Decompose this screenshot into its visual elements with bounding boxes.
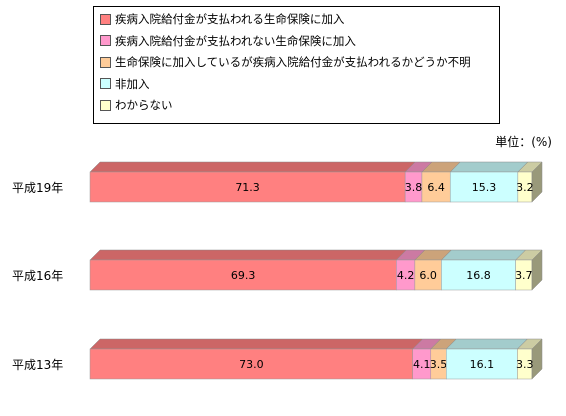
bar-side-face [531,161,543,203]
bar-top-face [89,161,416,173]
data-label: 3.7 [515,269,533,282]
chart-legend: 疾病入院給付金が支払われる生命保険に加入 疾病入院給付金が支払われない生命保険に加… [93,6,500,124]
legend-item: 生命保険に加入しているが疾病入院給付金が支払われるかどうか不明 [100,54,471,70]
bar-segment [89,348,413,380]
bar-segment [449,171,519,203]
legend-label: 疾病入院給付金が支払われる生命保険に加入 [115,12,345,26]
bar-segment [414,259,442,291]
data-label: 3.8 [405,181,423,194]
bar-segment [421,171,451,203]
bar-top-face [89,249,407,261]
data-label: 3.3 [516,358,534,371]
legend-swatch [100,13,111,25]
legend-item: 非加入 [100,76,150,92]
data-label: 73.0 [239,358,264,371]
legend-swatch [100,99,111,111]
category-label: 平成19年 [12,181,63,195]
legend-swatch [100,56,111,68]
data-label: 71.3 [235,181,260,194]
data-label: 4.2 [397,269,415,282]
legend-swatch [100,78,111,89]
category-label: 平成16年 [12,269,63,283]
legend-item: 疾病入院給付金が支払われる生命保険に加入 [100,11,344,27]
unit-label: 単位：(%) [495,135,552,149]
data-label: 3.2 [516,181,534,194]
legend-item: 疾病入院給付金が支払われない生命保険に加入 [100,33,356,49]
bar-segment [446,348,518,380]
bar-segment [89,171,406,203]
data-label: 15.3 [472,181,497,194]
legend-label: 生命保険に加入しているが疾病入院給付金が支払われるかどうか不明 [115,55,471,69]
bar-top-face [440,249,527,261]
data-label: 3.5 [430,358,448,371]
bar-segment [89,259,397,291]
bar-top-face [445,338,529,350]
data-label: 6.0 [419,269,437,282]
data-label: 4.1 [413,358,431,371]
bar-top-face [449,161,529,173]
data-label: 16.8 [466,269,491,282]
category-label: 平成13年 [12,358,63,372]
bar-top-face [89,338,424,350]
legend-label: 非加入 [115,76,150,91]
data-label: 69.3 [231,269,256,282]
legend-label: わからない [115,98,173,112]
data-label: 16.1 [470,358,495,371]
legend-item: わからない [100,97,173,113]
legend-label: 疾病入院給付金が支払われない生命保険に加入 [115,33,356,48]
legend-swatch [100,35,111,46]
data-label: 6.4 [427,181,445,194]
bar-side-face [531,338,543,380]
bar-segment [441,259,516,291]
bar-side-face [531,249,543,291]
